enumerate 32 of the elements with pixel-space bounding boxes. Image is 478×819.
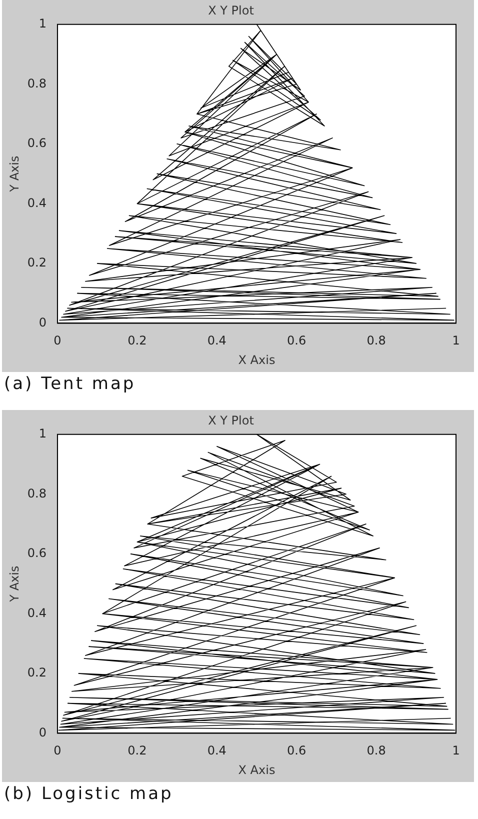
x-axis-title: X Axis (238, 762, 276, 777)
x-tick-label: 1 (452, 744, 460, 758)
text: (a) Tent map (4, 373, 137, 396)
x-tick-label: 0.2 (128, 744, 147, 758)
x-tick-label: 0.4 (207, 334, 226, 348)
y-axis-title: Y Axis (7, 566, 22, 603)
x-tick-label: 0.8 (366, 334, 386, 348)
x-tick-label: 0 (54, 744, 62, 758)
x-tick-label: 0.6 (287, 334, 306, 348)
x-axis-title: X Axis (238, 352, 276, 367)
x-tick-label: 0.4 (207, 744, 226, 758)
y-tick-label: 0.6 (27, 136, 46, 150)
text: (b) Logistic map (4, 783, 174, 806)
y-axis-title: Y Axis (7, 156, 22, 193)
y-tick-label: 0.6 (27, 546, 46, 560)
y-tick-label: 0 (38, 725, 46, 740)
x-tick-label: 1 (452, 334, 460, 348)
x-tick-label: 0.8 (366, 744, 386, 758)
x-tick-label: 0 (54, 334, 62, 348)
x-tick-label: 0.6 (287, 744, 306, 758)
y-tick-label: 0.2 (27, 256, 46, 270)
x-tick-label: 0.2 (128, 334, 147, 348)
y-tick-label: 0.8 (27, 76, 46, 90)
y-tick-label: 1 (38, 16, 46, 31)
y-tick-label: 0.2 (27, 666, 46, 680)
chart-title: X Y Plot (208, 413, 254, 428)
y-tick-label: 0 (38, 315, 46, 330)
chart-title: X Y Plot (208, 3, 254, 18)
y-tick-label: 1 (38, 426, 46, 441)
y-tick-label: 0.4 (27, 606, 46, 620)
y-tick-label: 0.4 (27, 196, 46, 210)
y-tick-label: 0.8 (27, 486, 46, 500)
